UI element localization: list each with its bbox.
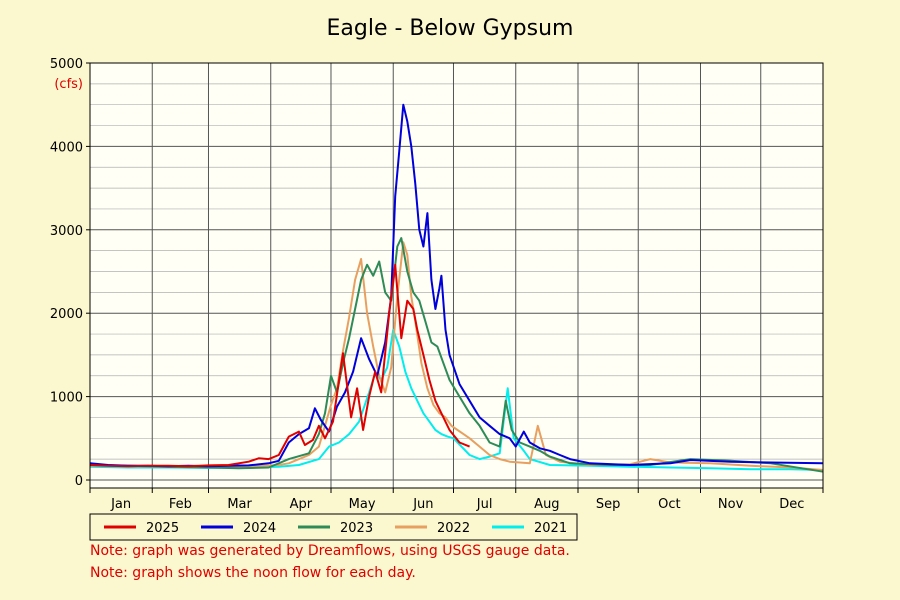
grid: [89, 62, 824, 488]
x-tick-label-aug: Aug: [534, 497, 559, 512]
note-line-2: Note: graph shows the noon flow for each…: [90, 565, 416, 581]
x-tick-label-apr: Apr: [290, 497, 313, 512]
x-tick-label-jul: Jul: [476, 497, 493, 512]
chart-title: Eagle - Below Gypsum: [327, 16, 574, 41]
axes: 0 1000 2000 3000 4000 5000 Jan Feb Mar Apr May Jun J…: [50, 57, 824, 512]
x-tick-label-mar: Mar: [227, 497, 252, 512]
legend: 2025 2024 2023 2022 2021: [89, 513, 578, 541]
y-tick-label: 3000: [50, 224, 83, 239]
legend-label-2021: 2021: [534, 521, 567, 536]
series-lines: [89, 103, 824, 473]
x-tick-label-may: May: [349, 497, 376, 512]
y-tick-label: 0: [75, 474, 83, 489]
legend-label-2025: 2025: [146, 521, 179, 536]
x-tick-label-jun: Jun: [412, 497, 433, 512]
legend-label-2022: 2022: [437, 521, 470, 536]
x-tick-label-nov: Nov: [718, 497, 744, 512]
x-tick-label-feb: Feb: [169, 497, 192, 512]
x-tick-label-jan: Jan: [110, 497, 131, 512]
note-line-1: Note: graph was generated by Dreamflows,…: [90, 543, 570, 559]
legend-label-2024: 2024: [243, 521, 276, 536]
series-line-2025: [89, 263, 470, 468]
legend-label-2023: 2023: [340, 521, 373, 536]
x-tick-label-dec: Dec: [779, 497, 804, 512]
series-line-2021: [89, 328, 824, 471]
y-tick-label: 1000: [50, 391, 83, 406]
plot-frame: [89, 62, 824, 489]
plot-background: [90, 63, 823, 488]
y-tick-label: 5000: [50, 57, 83, 72]
y-axis-unit-label: (cfs): [54, 77, 83, 92]
y-tick-label: 4000: [50, 140, 83, 155]
series-line-2023: [89, 237, 824, 473]
y-tick-label: 2000: [50, 307, 83, 322]
x-tick-label-sep: Sep: [596, 497, 621, 512]
series-line-2024: [89, 103, 824, 468]
x-tick-label-oct: Oct: [658, 497, 680, 512]
